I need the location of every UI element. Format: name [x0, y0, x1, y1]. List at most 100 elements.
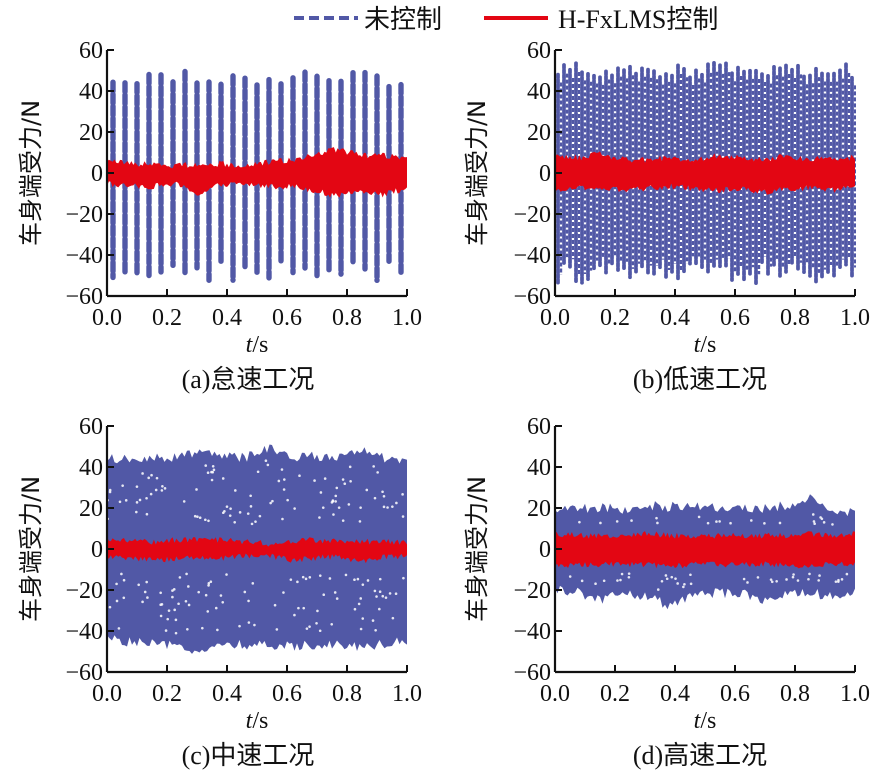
speckle — [296, 580, 299, 584]
speckle — [143, 590, 147, 594]
speckle — [115, 582, 118, 586]
x-axis-label: t/s — [694, 332, 717, 358]
subplot-caption: (a)怠速工况 — [182, 365, 315, 394]
speckle — [302, 606, 306, 610]
x-tick-label: 0.8 — [780, 681, 810, 707]
x-tick-label: 0.2 — [152, 681, 182, 707]
speckle — [286, 498, 289, 502]
speckle — [837, 578, 840, 582]
speckle — [159, 603, 162, 607]
speckle — [775, 579, 778, 583]
speckle — [706, 521, 710, 525]
speckle — [395, 501, 398, 505]
speckle — [391, 616, 395, 620]
speckle — [186, 628, 189, 631]
speckle — [670, 575, 674, 579]
speckle — [656, 588, 660, 591]
speckle — [204, 464, 208, 467]
speckle — [289, 578, 293, 581]
y-tick-label: 40 — [79, 79, 103, 105]
speckle — [247, 599, 250, 603]
speckle — [256, 470, 260, 474]
x-tick-label: 0.6 — [720, 305, 750, 331]
y-tick-label: −20 — [513, 202, 551, 228]
x-axis-var: t — [694, 708, 702, 734]
speckle — [388, 592, 392, 595]
speckle — [373, 589, 377, 593]
speckle — [221, 601, 225, 604]
speckle — [193, 514, 197, 518]
y-tick-label: −60 — [65, 284, 103, 310]
speckle — [349, 479, 352, 483]
x-axis-unit: /s — [252, 708, 268, 734]
speckle — [818, 574, 821, 577]
speckle — [366, 579, 370, 582]
speckle — [386, 506, 389, 509]
speckle — [266, 463, 270, 467]
speckle — [206, 471, 210, 475]
speckle — [159, 614, 163, 618]
speckle — [124, 499, 128, 502]
speckle — [135, 485, 139, 488]
y-tick-label: −60 — [513, 660, 551, 686]
x-tick-label: 1.0 — [392, 681, 422, 707]
speckle — [353, 607, 357, 611]
speckle — [335, 486, 339, 490]
speckle — [840, 578, 844, 581]
speckle — [281, 517, 284, 521]
speckle — [216, 628, 219, 632]
speckle — [135, 510, 138, 514]
series-controlled — [556, 151, 855, 195]
speckle — [163, 487, 167, 490]
speckle — [660, 579, 664, 583]
speckle — [321, 506, 325, 509]
speckle — [378, 577, 382, 581]
speckle — [620, 572, 624, 576]
speckle — [225, 573, 228, 576]
speckle — [382, 494, 386, 498]
speckle — [206, 610, 210, 613]
speckle — [655, 516, 658, 520]
y-tick-label: 0 — [91, 537, 103, 563]
speckle — [674, 577, 677, 580]
speckle — [293, 507, 296, 510]
speckle — [359, 597, 363, 600]
speckle — [293, 613, 296, 617]
speckle — [750, 519, 753, 522]
speckle — [401, 515, 405, 518]
speckle — [280, 468, 284, 471]
speckle — [358, 520, 362, 523]
y-tick-label: 20 — [527, 120, 551, 146]
speckle — [769, 578, 773, 581]
speckle — [682, 585, 685, 589]
y-tick-label: −60 — [513, 284, 551, 310]
speckle — [225, 505, 229, 508]
y-tick-label: 60 — [527, 414, 551, 440]
speckle — [374, 628, 377, 632]
axes: 60 40 20 0 −20 −40 −600.0 0.2 0.4 0.6 0.8 1.0 — [513, 38, 870, 331]
speckle — [785, 578, 788, 581]
speckle — [238, 624, 241, 628]
x-axis-var: t — [246, 708, 254, 734]
speckle — [323, 477, 327, 480]
speckle — [249, 505, 253, 508]
speckle — [616, 579, 619, 582]
x-axis-unit: /s — [252, 332, 268, 358]
axes: 60 40 20 0 −20 −40 −600.0 0.2 0.4 0.6 0.8 1.0 — [513, 414, 870, 707]
speckle — [568, 575, 572, 578]
speckle — [221, 511, 225, 515]
speckle — [656, 521, 659, 525]
speckle — [619, 578, 622, 582]
speckle — [756, 576, 760, 579]
plot-area — [556, 494, 855, 610]
plot-area — [108, 68, 407, 284]
speckle — [361, 583, 365, 586]
speckle — [155, 476, 159, 480]
subplot-caption: (d)高速工况 — [633, 741, 767, 770]
x-tick-label: 0.0 — [92, 305, 122, 331]
speckle — [372, 465, 375, 468]
speckle — [308, 625, 311, 628]
speckle — [381, 594, 385, 598]
speckle — [258, 514, 262, 518]
speckle — [150, 473, 153, 477]
